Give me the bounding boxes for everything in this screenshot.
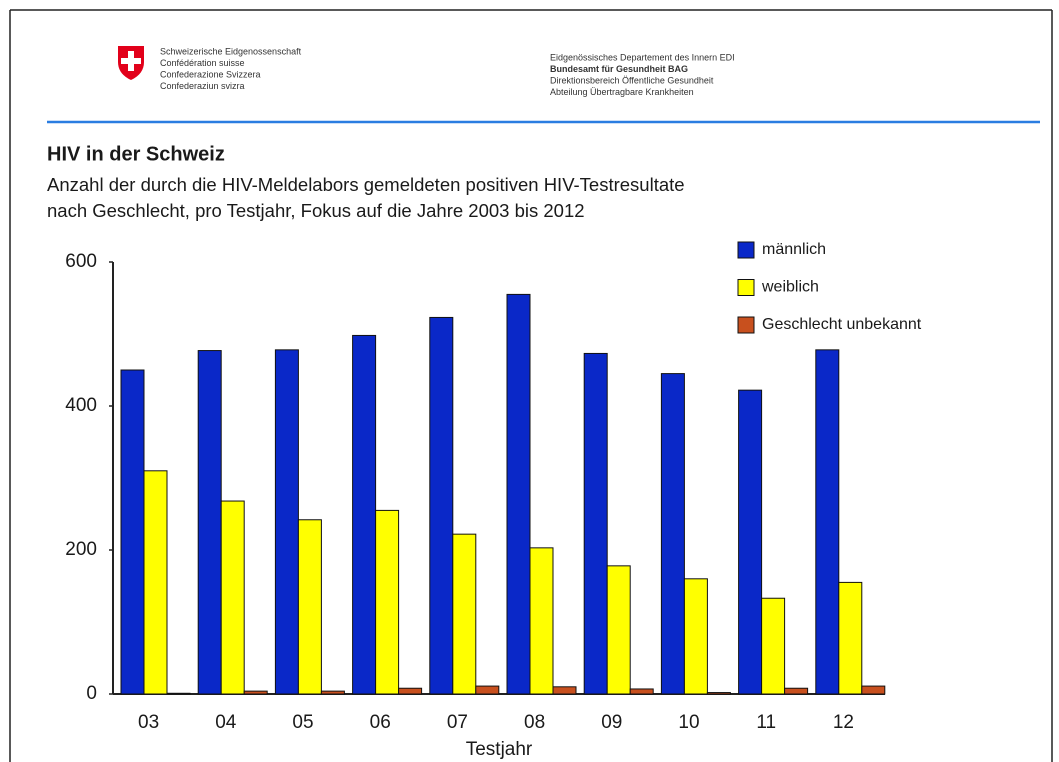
- bar: [375, 509, 400, 695]
- chart-title: HIV in der Schweiz: [47, 143, 225, 165]
- bar: [629, 688, 654, 695]
- header-text: Schweizerische Eidgenossenschaft: [160, 46, 302, 56]
- x-tick-label: 10: [678, 712, 699, 733]
- x-tick-label: 09: [601, 712, 622, 733]
- y-tick-label: 0: [86, 683, 97, 704]
- bar: [838, 581, 863, 695]
- header-text: Eidgenössisches Departement des Innern E…: [550, 52, 735, 62]
- chart-subtitle: nach Geschlecht, pro Testjahr, Fokus auf…: [47, 200, 585, 221]
- legend-label: weiblich: [761, 279, 819, 296]
- x-tick-label: 07: [447, 712, 468, 733]
- header-text: Confédération suisse: [160, 58, 245, 68]
- header-text: Confederazione Svizzera: [160, 69, 261, 79]
- header-text: Direktionsbereich Öffentliche Gesundheit: [550, 75, 714, 85]
- legend-swatch: [737, 316, 755, 334]
- bar: [166, 692, 191, 695]
- bar: [738, 389, 763, 695]
- bar: [352, 334, 377, 695]
- bar: [506, 293, 531, 695]
- bar: [683, 578, 708, 695]
- logo: [118, 46, 144, 80]
- bar: [297, 519, 322, 695]
- bar: [784, 687, 809, 695]
- y-tick-label: 600: [65, 251, 97, 272]
- bar: [220, 500, 245, 695]
- bar: [475, 685, 500, 695]
- bar: [429, 316, 454, 695]
- bar: [583, 352, 608, 695]
- y-tick-label: 200: [65, 539, 97, 560]
- x-tick-label: 05: [292, 712, 313, 733]
- y-tick-label: 400: [65, 395, 97, 416]
- x-tick-label: 12: [833, 712, 854, 733]
- bar: [552, 686, 577, 695]
- bar: [452, 533, 477, 695]
- x-tick-label: 11: [756, 712, 776, 733]
- legend-label: Geschlecht unbekannt: [762, 316, 922, 333]
- bar: [320, 690, 345, 695]
- bar: [529, 547, 554, 695]
- bar: [197, 350, 222, 695]
- bar: [815, 349, 840, 695]
- bar: [706, 692, 731, 695]
- bar: [274, 349, 299, 695]
- x-tick-label: 03: [138, 712, 159, 733]
- header-text: Abteilung Übertragbare Krankheiten: [550, 87, 694, 97]
- chart-subtitle: Anzahl der durch die HIV-Meldelabors gem…: [47, 174, 685, 195]
- bar: [243, 690, 268, 695]
- header-text: Bundesamt für Gesundheit BAG: [550, 64, 688, 74]
- bar: [606, 565, 631, 695]
- legend-swatch: [737, 241, 755, 259]
- bar: [398, 687, 423, 695]
- x-tick-label: 04: [215, 712, 237, 733]
- x-tick-label: 06: [370, 712, 391, 733]
- bar: [143, 470, 168, 695]
- x-axis-title: Testjahr: [466, 739, 533, 760]
- bar: [861, 685, 886, 695]
- bar: [761, 597, 786, 695]
- legend-label: männlich: [762, 241, 826, 258]
- header-text: Confederaziun svizra: [160, 81, 245, 91]
- legend-swatch: [737, 279, 755, 296]
- x-tick-label: 08: [524, 712, 545, 733]
- bar: [660, 373, 685, 695]
- bar: [120, 369, 145, 695]
